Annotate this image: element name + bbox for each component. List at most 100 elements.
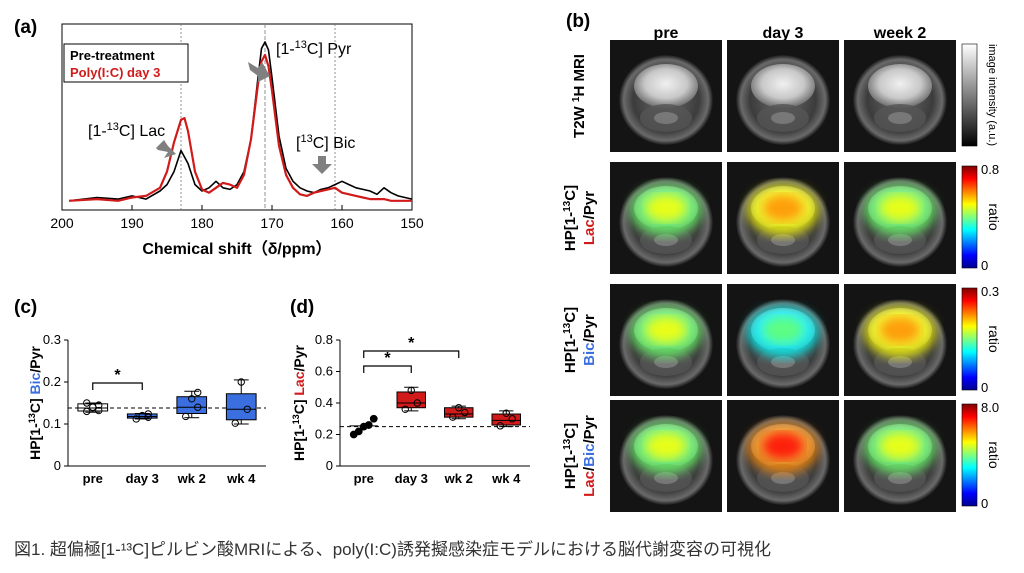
data-point: [461, 408, 469, 417]
mri-image-bic-2: [844, 284, 956, 396]
data-point: [364, 421, 373, 429]
x-tick-label: 170: [260, 215, 284, 231]
y-axis-label-part: /Pyr: [27, 346, 43, 373]
arrow-icon: [248, 62, 270, 82]
colorbar-lacbic: [961, 403, 978, 507]
box-wk4: [225, 393, 257, 421]
row-label-part: /: [581, 466, 598, 471]
data-point: [243, 405, 251, 413]
y-tick-label: 0.8: [315, 332, 333, 347]
mri-image-lac-2: [844, 162, 956, 274]
data-point: [508, 415, 516, 423]
arrow-icon: [156, 140, 176, 158]
metabolite-hotspot: [880, 195, 920, 221]
data-point: [83, 407, 91, 416]
brain-region: [868, 64, 932, 108]
y-tick-label: 0.1: [43, 416, 61, 431]
y-axis-label-part: HP[1-: [291, 424, 307, 461]
data-point: [182, 412, 190, 421]
row-label-part: C]: [562, 307, 579, 323]
mri-image-t2w-0: [610, 40, 722, 152]
peak-label-sup: 13: [295, 39, 307, 51]
mri-image-lacbic-2: [844, 400, 956, 512]
box-wk4: [491, 413, 521, 426]
y-axis-label-part: HP[1-: [27, 423, 43, 460]
data-point: [144, 410, 152, 418]
colorbar-label: ratio: [986, 203, 1002, 230]
metabolite-hotspot: [646, 195, 686, 221]
metabolite-hotspot: [646, 317, 686, 343]
mri-image-t2w-1: [727, 40, 839, 152]
y-tick-label: 0.3: [43, 332, 61, 347]
x-tick-label: wk 2: [444, 471, 473, 486]
metabolite-hotspot: [763, 433, 803, 459]
significance-bracket: [363, 350, 460, 358]
row-label-lac: HP[1-13C]: [562, 185, 580, 251]
row-label-bic: HP[1-13C]: [562, 307, 580, 373]
mri-image-lacbic-0: [610, 400, 722, 512]
arrow-icon: [312, 156, 332, 174]
colorbar-t2w: [961, 43, 978, 147]
row-label-part: 13: [562, 322, 573, 334]
y-tick-label: 0.4: [315, 395, 333, 410]
brain-region: [751, 64, 815, 108]
row-label-part: HP[1-: [562, 334, 579, 373]
metabolite-hotspot: [880, 433, 920, 459]
row-label-part: C]: [562, 423, 579, 439]
y-axis-label-part: C]: [27, 394, 43, 413]
colorbar-label: image intensity (a.u.): [986, 44, 998, 146]
legend-pre-treatment: Pre-treatment: [70, 48, 155, 63]
significance-star: *: [408, 335, 415, 352]
x-tick-label: 160: [330, 215, 354, 231]
data-point: [95, 401, 103, 409]
panel-b-label: (b): [566, 11, 590, 32]
y-tick-label: 0.2: [315, 427, 333, 442]
mri-image-lacbic-1: [727, 400, 839, 512]
lower-structure: [654, 472, 678, 484]
row-label-lacbic: Lac/Bic/Pyr: [581, 415, 598, 497]
peak-label-part: C] Bic: [313, 135, 356, 152]
y-tick-label: 0.2: [43, 374, 61, 389]
colorbar-lac: [961, 165, 978, 269]
lower-structure: [654, 356, 678, 368]
x-tick-label: pre: [83, 471, 103, 486]
x-tick-label: 190: [120, 215, 144, 231]
colorbar-bic: [961, 287, 978, 391]
y-axis-label-part: 13: [27, 413, 37, 423]
significance-bracket: [92, 382, 143, 390]
data-point: [413, 399, 421, 407]
figure-caption: 図1. 超偏極[1-¹³C]ピルビン酸MRIによる、poly(I:C)誘発擬感染…: [14, 539, 771, 559]
row-label-part: /Pyr: [581, 314, 598, 343]
column-header-week-2: week 2: [873, 25, 927, 42]
metabolite-hotspot: [763, 195, 803, 221]
colorbar-min-label: 0: [981, 496, 988, 511]
peak-label-pyr: [1-13C] Pyr: [276, 39, 352, 58]
colorbar-label: ratio: [986, 441, 1002, 468]
spectrum-line-pre: [68, 41, 413, 202]
mri-image-bic-1: [727, 284, 839, 396]
peak-label-part: [: [296, 135, 301, 152]
data-point: [354, 427, 363, 436]
x-tick-label: 150: [400, 215, 424, 231]
y-axis-label: HP[1-13C] Lac/Pyr: [291, 344, 307, 460]
row-label-lac: Lac/Pyr: [581, 191, 598, 245]
spectrum-xlabel: Chemical shift（δ/ppm）: [142, 240, 331, 258]
panel-a-label: (a): [14, 17, 37, 38]
lower-structure: [888, 356, 912, 368]
row-label-part: /Pyr: [581, 415, 598, 444]
y-axis-label-part: Lac: [291, 371, 307, 395]
row-label-part: Lac: [581, 471, 598, 497]
peak-label-bic: [13C] Bic: [296, 133, 355, 152]
data-point: [449, 413, 457, 421]
y-axis-label-part: /Pyr: [291, 344, 307, 371]
y-axis-label-part: C]: [291, 396, 307, 415]
box-day3: [396, 391, 426, 409]
colorbar-max-label: 0.3: [981, 284, 999, 299]
lower-structure: [771, 234, 795, 246]
y-axis-label: HP[1-13C] Bic/Pyr: [27, 346, 43, 460]
data-point: [407, 386, 415, 395]
row-label-t2w: T2W 1H MRI: [571, 54, 589, 138]
box-wk2: [444, 407, 474, 418]
bic-box-chart: 0 0.1 0.2 0.3 pre day 3 wk 2 wk 4 * HP[1-13C] Bic…: [27, 332, 266, 486]
